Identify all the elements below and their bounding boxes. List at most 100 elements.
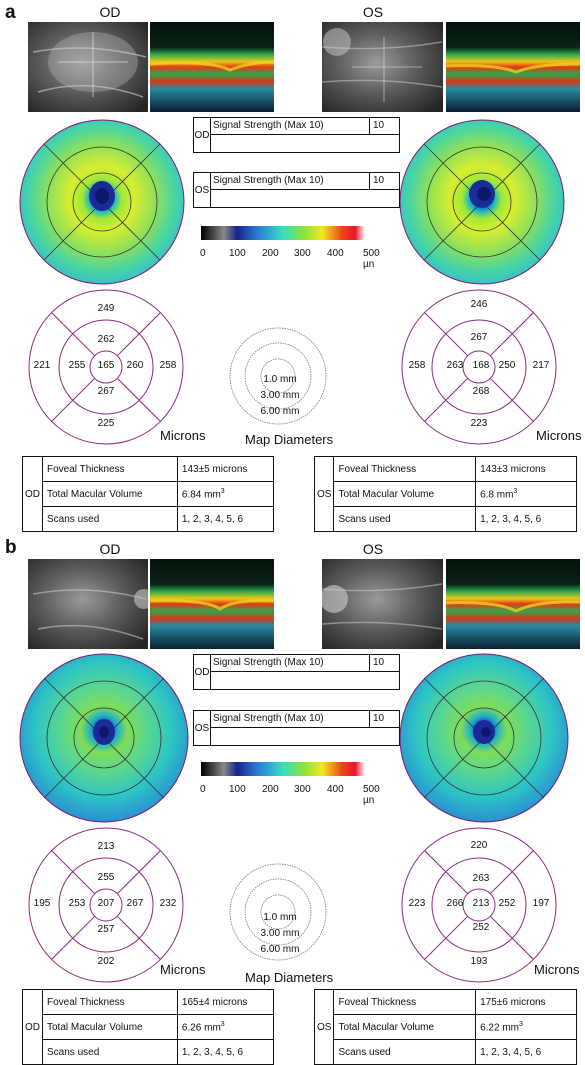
- scans-used-label: Scans used: [42, 506, 178, 532]
- macular-volume-cell: 6.22 mm3: [475, 1014, 577, 1040]
- scale-tick: 300: [294, 784, 311, 795]
- diameter-6mm: 6.00 mm: [260, 944, 300, 955]
- od-thickness-map: [19, 119, 185, 285]
- os-sector-values: 246 267 258 263 168 250 217 268 223: [395, 288, 563, 446]
- scale-tick: 100: [229, 248, 246, 259]
- sector-center: 168: [472, 360, 490, 371]
- macular-volume-label: Total Macular Volume: [42, 481, 178, 507]
- scans-used-label: Scans used: [42, 1039, 178, 1065]
- sector-right: 217: [532, 360, 550, 371]
- sector-bottom: 202: [97, 956, 115, 967]
- od-heading: OD: [99, 541, 121, 557]
- sector-bottom: 225: [97, 418, 115, 429]
- scans-used-value: 1, 2, 3, 4, 5, 6: [176, 1039, 275, 1065]
- sector-inner-left: 253: [68, 898, 86, 909]
- macular-volume-cell: 6.26 mm3: [176, 1014, 275, 1040]
- diameter-3mm: 3.00 mm: [260, 928, 300, 939]
- scale-tick: 500 µn: [363, 784, 380, 806]
- scale-tick: 300: [294, 248, 311, 259]
- scale-tick: 0: [200, 784, 206, 795]
- macular-volume-cell: 6.8 mm3: [475, 481, 577, 507]
- foveal-thickness-value: 143±5 microns: [176, 456, 275, 482]
- sector-inner-top: 263: [472, 873, 490, 884]
- od-sector-grid: [28, 827, 184, 983]
- foveal-thickness-label: Foveal Thickness: [42, 456, 178, 482]
- panel-letter-a: a: [5, 2, 16, 23]
- os-fundus-image: [322, 559, 443, 649]
- scale-tick: 400: [327, 784, 344, 795]
- sector-inner-top: 262: [97, 334, 115, 345]
- signal-label: Signal Strength (Max 10): [213, 120, 324, 131]
- od-heading: OD: [99, 4, 121, 20]
- color-scale-ticks: 0 100 200 300 400 500 µn: [193, 784, 383, 806]
- diameter-3mm: 3.00 mm: [260, 390, 300, 401]
- scans-used-value: 1, 2, 3, 4, 5, 6: [475, 1039, 577, 1065]
- signal-value: 10: [373, 657, 385, 668]
- macular-volume-value: 6.8 mm: [480, 489, 514, 501]
- od-summary-table: OD Foveal Thickness 143±5 microns Total …: [22, 456, 275, 532]
- sector-right: 232: [159, 898, 177, 909]
- macular-volume-cell: 6.84 mm3: [176, 481, 275, 507]
- od-sector-grid: [28, 289, 184, 445]
- od-oct-scan: [150, 22, 274, 112]
- foveal-thickness-label: Foveal Thickness: [42, 989, 178, 1015]
- scale-tick: 200: [262, 248, 279, 259]
- color-scale-ticks: 0 100 200 300 400 500 µn: [193, 248, 383, 270]
- macular-volume-label: Total Macular Volume: [42, 1014, 178, 1040]
- os-sector-values: 220 263 223 266 213 252 197 252 193: [395, 826, 563, 984]
- od-signal-strength-box: OD Signal Strength (Max 10) 10: [193, 117, 400, 153]
- sector-right: 258: [159, 360, 177, 371]
- sector-top: 213: [97, 841, 115, 852]
- signal-label: Signal Strength (Max 10): [213, 175, 324, 186]
- sector-center: 213: [472, 898, 490, 909]
- scale-tick: 200: [262, 784, 279, 795]
- os-fundus-image: [322, 22, 443, 112]
- sector-inner-right: 267: [126, 898, 144, 909]
- od-sector-values: 213 255 195 253 207 267 232 257 202: [22, 826, 190, 984]
- signal-value: 10: [373, 713, 385, 724]
- macular-volume-label: Total Macular Volume: [333, 1014, 477, 1040]
- sector-right: 197: [532, 898, 550, 909]
- sector-center: 165: [97, 360, 115, 371]
- foveal-thickness-label: Foveal Thickness: [333, 989, 477, 1015]
- sector-inner-bottom: 267: [97, 386, 115, 397]
- sector-inner-bottom: 252: [472, 922, 490, 933]
- od-signal-strength-box: OD Signal Strength (Max 10) 10: [193, 654, 400, 690]
- signal-eye-label: OS: [194, 711, 211, 745]
- map-diameters-rings: [229, 327, 327, 425]
- od-microns-label: Microns: [160, 962, 206, 977]
- sector-center: 207: [97, 898, 115, 909]
- sector-inner-left: 255: [68, 360, 86, 371]
- signal-eye-label: OD: [194, 118, 211, 152]
- sector-top: 246: [470, 299, 488, 310]
- scale-tick: 500 µn: [363, 248, 380, 270]
- sector-inner-left: 266: [446, 898, 464, 909]
- diameter-1mm: 1.0 mm: [263, 912, 297, 923]
- sector-left: 195: [33, 898, 51, 909]
- os-sector-grid: [401, 289, 557, 445]
- os-signal-strength-box: OS Signal Strength (Max 10) 10: [193, 710, 400, 746]
- scans-used-label: Scans used: [333, 1039, 477, 1065]
- sector-inner-bottom: 268: [472, 386, 490, 397]
- os-sector-grid: [401, 827, 557, 983]
- sector-inner-left: 263: [446, 360, 464, 371]
- panel-letter-b: b: [5, 537, 17, 558]
- scale-tick: 100: [229, 784, 246, 795]
- os-thickness-map: [399, 119, 565, 285]
- macular-volume-exponent: 3: [513, 487, 518, 495]
- macular-volume-value: 6.22 mm: [480, 1022, 519, 1034]
- sector-bottom: 193: [470, 956, 488, 967]
- sector-inner-right: 252: [498, 898, 516, 909]
- os-oct-scan: [446, 22, 580, 112]
- foveal-thickness-label: Foveal Thickness: [333, 456, 477, 482]
- sector-inner-top: 255: [97, 872, 115, 883]
- sector-bottom: 223: [470, 418, 488, 429]
- os-summary-table: OS Foveal Thickness 143±3 microns Total …: [313, 456, 577, 532]
- od-microns-label: Microns: [160, 428, 206, 443]
- os-heading: OS: [362, 4, 384, 20]
- od-fundus-image: [28, 22, 148, 112]
- sector-inner-right: 250: [498, 360, 516, 371]
- signal-value: 10: [373, 175, 385, 186]
- diameter-6mm: 6.00 mm: [260, 406, 300, 417]
- od-summary-table: OD Foveal Thickness 165±4 microns Total …: [22, 989, 275, 1065]
